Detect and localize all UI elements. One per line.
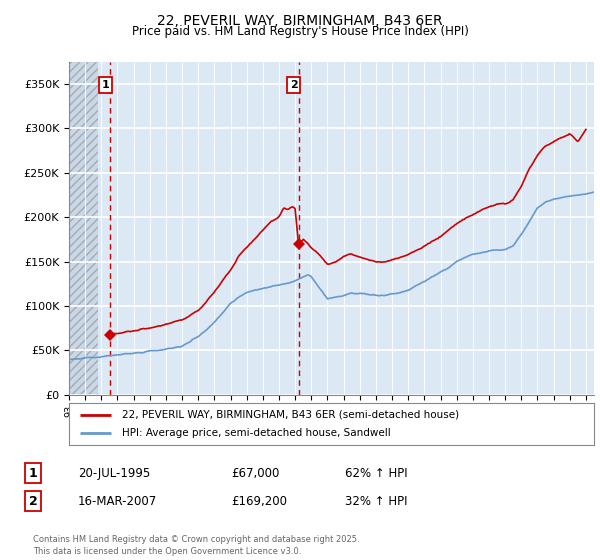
Text: 62% ↑ HPI: 62% ↑ HPI	[345, 466, 407, 480]
Text: 16-MAR-2007: 16-MAR-2007	[78, 494, 157, 508]
Text: 22, PEVERIL WAY, BIRMINGHAM, B43 6ER (semi-detached house): 22, PEVERIL WAY, BIRMINGHAM, B43 6ER (se…	[121, 410, 458, 420]
Text: Price paid vs. HM Land Registry's House Price Index (HPI): Price paid vs. HM Land Registry's House …	[131, 25, 469, 38]
Text: £67,000: £67,000	[231, 466, 280, 480]
Text: 1: 1	[101, 80, 109, 90]
Text: 32% ↑ HPI: 32% ↑ HPI	[345, 494, 407, 508]
Bar	[69, 62, 98, 395]
Text: HPI: Average price, semi-detached house, Sandwell: HPI: Average price, semi-detached house,…	[121, 428, 390, 438]
Text: 2: 2	[29, 494, 37, 508]
Text: 20-JUL-1995: 20-JUL-1995	[78, 466, 150, 480]
Text: 1: 1	[29, 466, 37, 480]
Text: £169,200: £169,200	[231, 494, 287, 508]
Text: 22, PEVERIL WAY, BIRMINGHAM, B43 6ER: 22, PEVERIL WAY, BIRMINGHAM, B43 6ER	[157, 14, 443, 28]
Text: 2: 2	[290, 80, 298, 90]
Text: Contains HM Land Registry data © Crown copyright and database right 2025.
This d: Contains HM Land Registry data © Crown c…	[33, 535, 359, 556]
